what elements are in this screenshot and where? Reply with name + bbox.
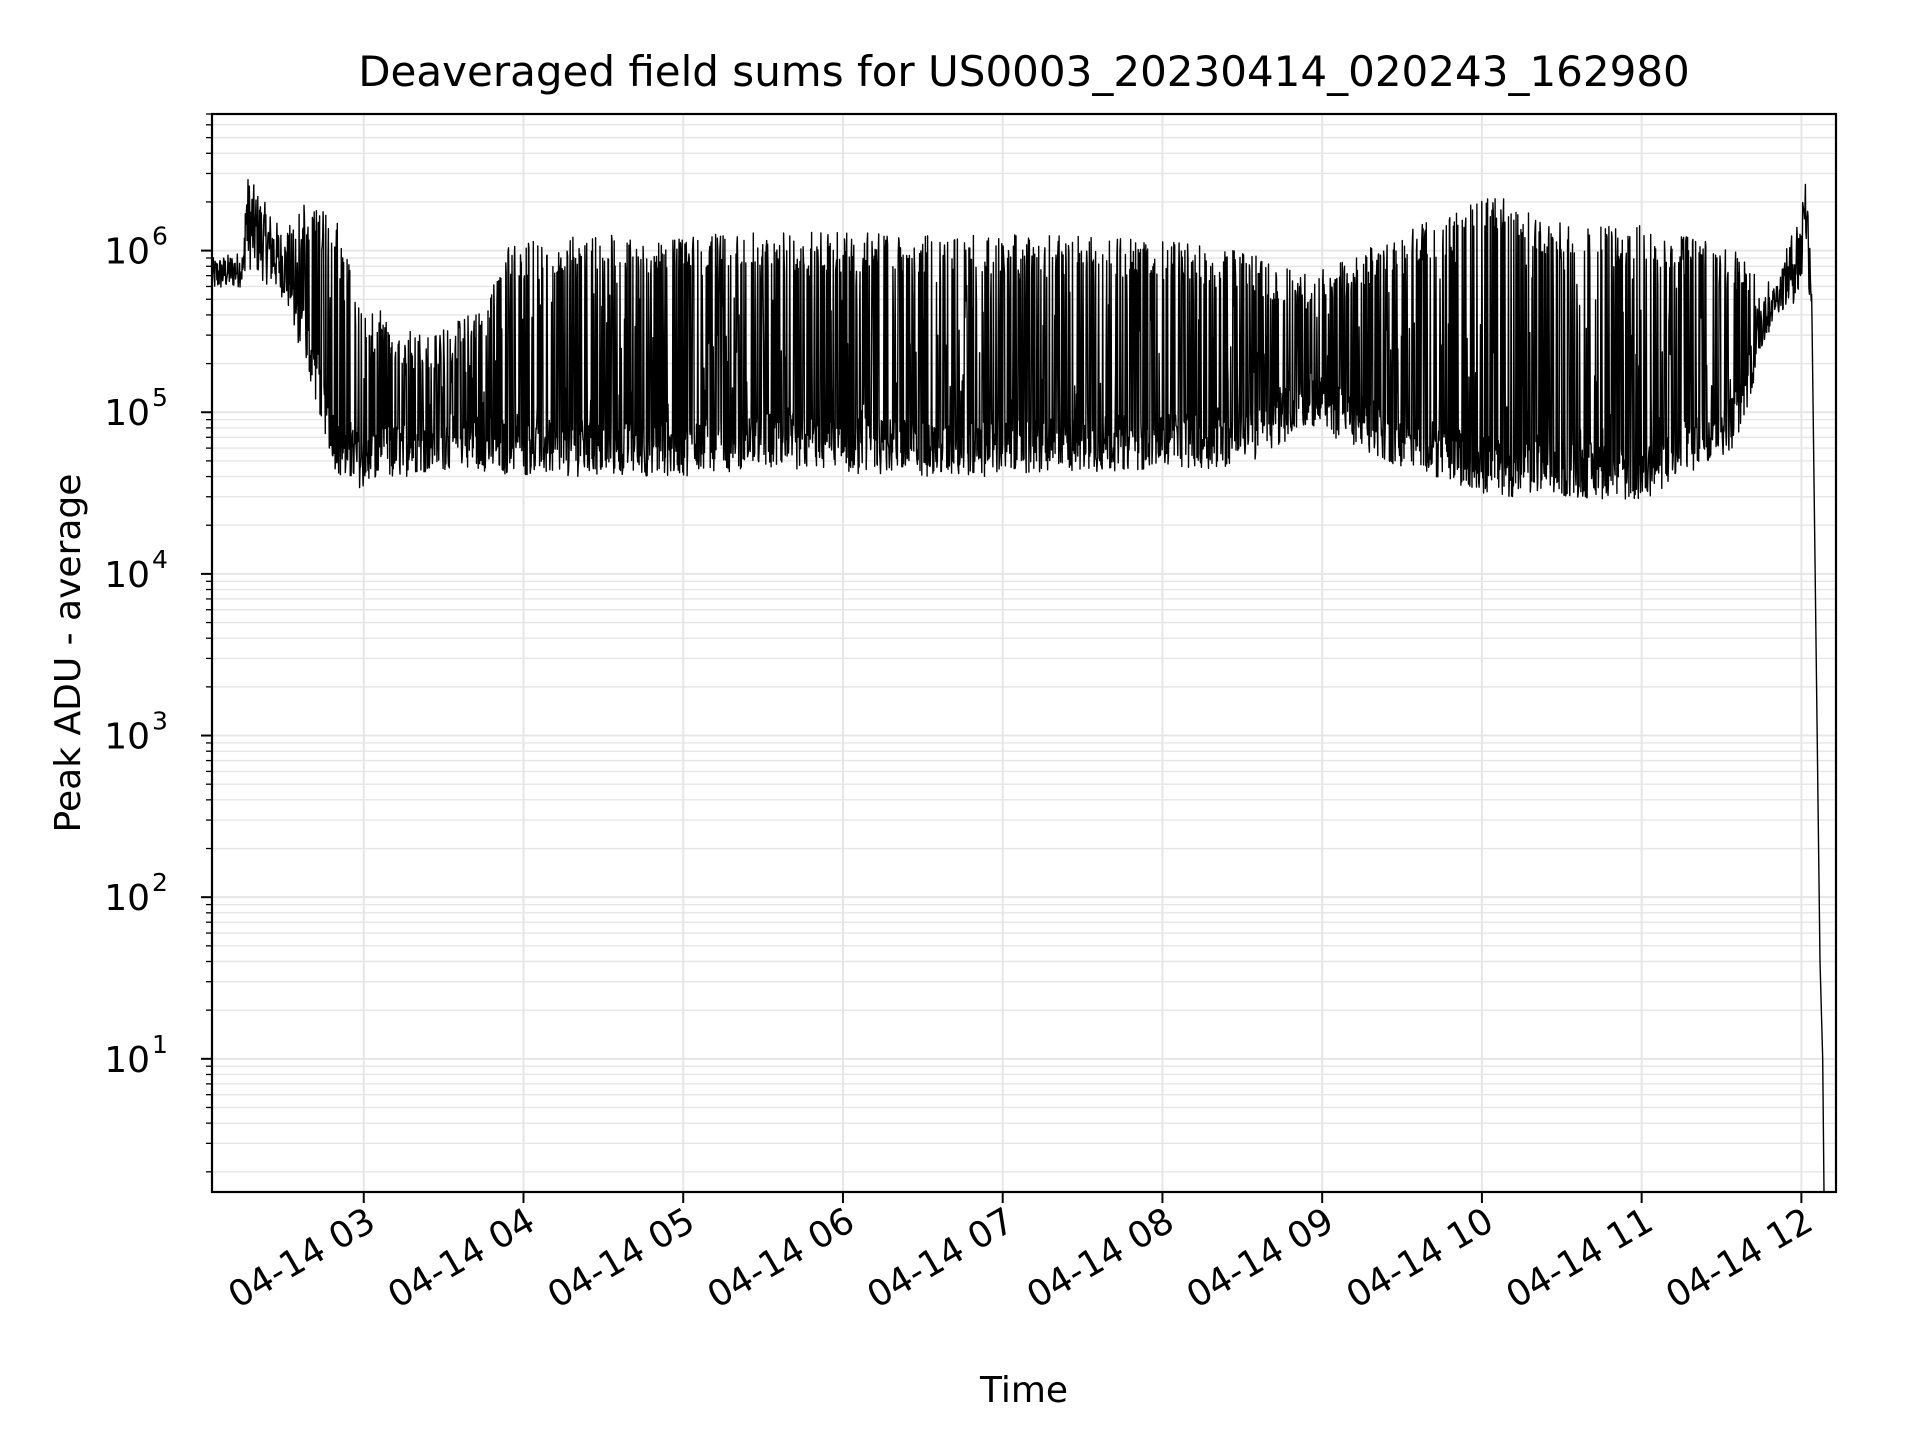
x-tick-label: 04-14 08 — [1020, 1200, 1181, 1316]
y-tick-label: 10 3 — [104, 707, 168, 758]
x-tick-label: 04-14 03 — [222, 1200, 383, 1316]
chart-title: Deaveraged field sums for US0003_2023041… — [358, 47, 1690, 96]
axis-ticks — [201, 113, 1803, 1203]
x-tick-label: 04-14 12 — [1659, 1200, 1820, 1316]
x-tick-label: 04-14 06 — [701, 1200, 862, 1316]
y-tick-label: 10 2 — [104, 868, 168, 919]
x-tick-label: 04-14 04 — [381, 1200, 542, 1316]
x-tick-label: 04-14 10 — [1340, 1200, 1501, 1316]
series-line — [211, 179, 1825, 1193]
y-axis-label: Peak ADU - average — [48, 474, 89, 833]
y-tick-exponent: 2 — [152, 868, 168, 897]
y-tick-exponent: 6 — [152, 222, 168, 251]
y-tick-label: 10 6 — [104, 222, 168, 273]
y-tick-exponent: 5 — [152, 383, 168, 412]
x-tick-label: 04-14 07 — [861, 1200, 1022, 1316]
plot-area-frame — [210, 112, 1838, 1194]
y-tick-exponent: 3 — [152, 707, 168, 736]
y-tick-exponent: 1 — [152, 1030, 168, 1059]
y-tick-label: 10 5 — [104, 383, 168, 434]
y-tick-label: 10 4 — [104, 545, 168, 596]
x-tick-label: 04-14 11 — [1499, 1200, 1660, 1316]
y-tick-base: 10 — [104, 232, 150, 273]
y-tick-base: 10 — [104, 1040, 150, 1081]
x-tick-label: 04-14 05 — [541, 1200, 702, 1316]
y-tick-label: 10 1 — [104, 1030, 168, 1081]
y-tick-base: 10 — [104, 717, 150, 758]
y-tick-base: 10 — [104, 393, 150, 434]
y-tick-exponent: 4 — [152, 545, 168, 574]
y-tick-base: 10 — [104, 555, 150, 596]
x-tick-label: 04-14 09 — [1180, 1200, 1341, 1316]
y-tick-base: 10 — [104, 878, 150, 919]
x-axis-tick-labels: 04-14 03 04-14 04 04-14 05 04-14 06 04-14 07… — [222, 1200, 1820, 1316]
x-axis-label: Time — [979, 1370, 1068, 1411]
